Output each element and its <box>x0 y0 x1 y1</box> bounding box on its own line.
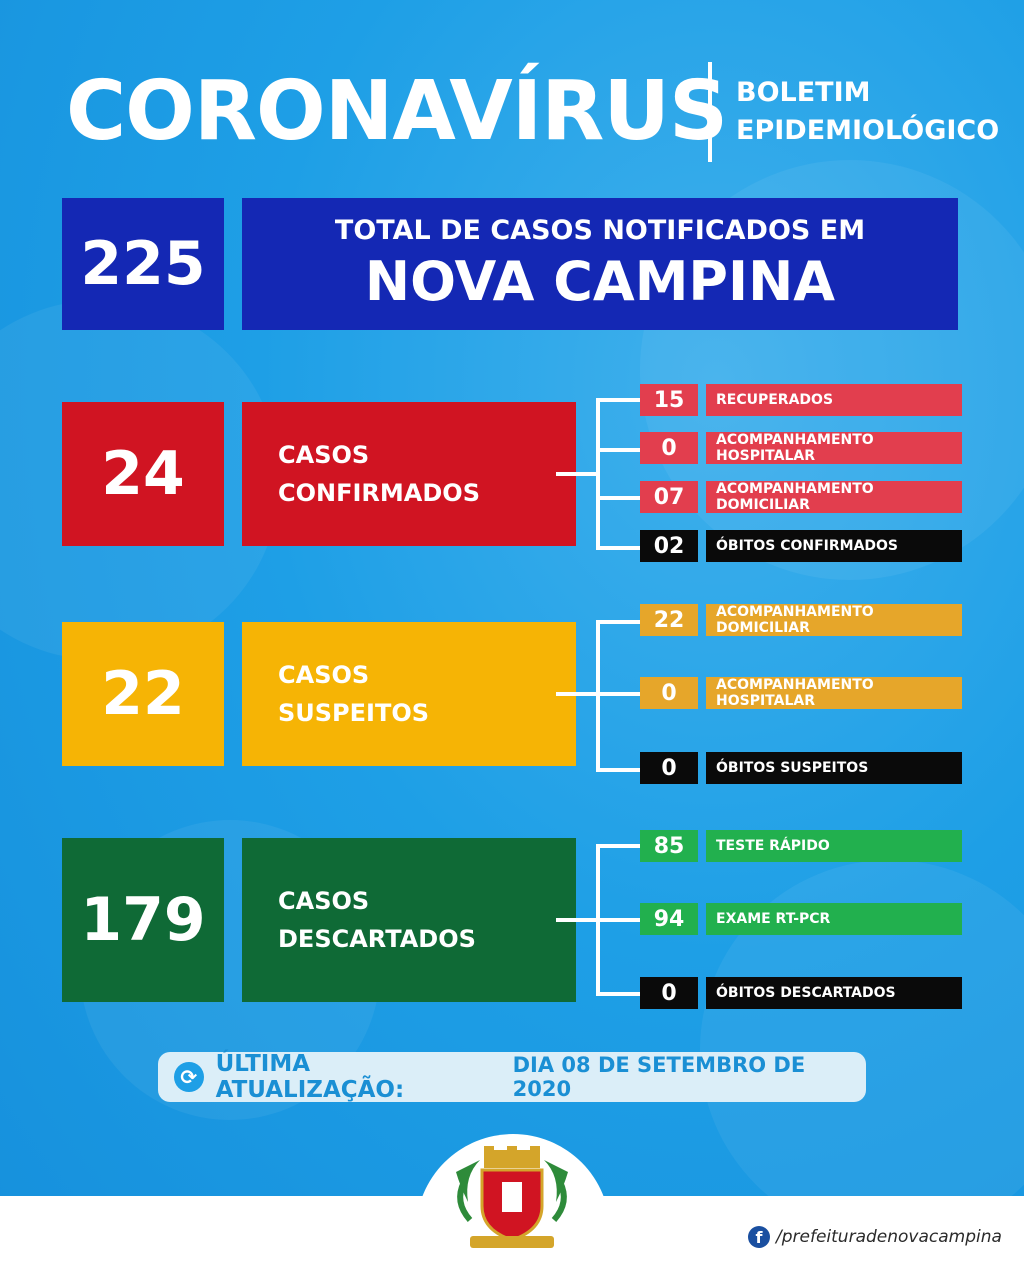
suspected-label-line1: CASOS <box>278 661 370 689</box>
discarded-deaths-value: 0 <box>640 977 698 1009</box>
bracket-arm <box>596 496 640 500</box>
bracket-line <box>596 398 600 550</box>
suspected-value: 22 <box>101 659 185 729</box>
bracket-arm <box>596 546 640 550</box>
subtitle-line2: EPIDEMIOLÓGICO <box>736 115 1000 146</box>
last-update-date: DIA 08 DE SETEMBRO DE 2020 <box>512 1053 806 1101</box>
bracket-connector <box>556 472 598 476</box>
total-value-box: 225 <box>62 198 224 330</box>
subtitle-line1: BOLETIM <box>736 77 871 108</box>
last-update-label: ÚLTIMA ATUALIZAÇÃO: <box>215 1051 405 1103</box>
confirmed-value: 24 <box>101 439 185 509</box>
rapid-test-label: TESTE RÁPIDO <box>706 830 962 862</box>
bracket-connector <box>556 918 598 922</box>
crest-banner <box>470 1236 554 1248</box>
confirmed-label-line1: CASOS <box>278 441 370 469</box>
confirmed-deaths-value: 02 <box>640 530 698 562</box>
social-handle[interactable]: f /prefeituradenovacampina <box>748 1226 1002 1248</box>
confirmed-deaths-label: ÓBITOS CONFIRMADOS <box>706 530 962 562</box>
facebook-icon: f <box>748 1226 770 1248</box>
bracket-arm <box>596 918 640 922</box>
crest-emblem <box>502 1182 522 1212</box>
last-update-bar: ⟳ ÚLTIMA ATUALIZAÇÃO: DIA 08 DE SETEMBRO… <box>158 1051 866 1103</box>
confirmed-home-label: ACOMPANHAMENTO DOMICILIAR <box>706 481 962 513</box>
crest-branch-right <box>551 1180 567 1222</box>
bracket-arm <box>596 398 640 402</box>
crest-branch-left <box>457 1180 473 1222</box>
suspected-hospital-label: ACOMPANHAMENTO HOSPITALAR <box>706 677 962 709</box>
confirmed-hospital-value: 0 <box>640 432 698 464</box>
crest-crown-tower <box>507 1146 517 1154</box>
crest-crown-tower <box>530 1146 540 1154</box>
discarded-value: 179 <box>80 885 206 955</box>
refresh-icon: ⟳ <box>174 1062 204 1092</box>
rapid-test-value: 85 <box>640 830 698 862</box>
discarded-label-line2: DESCARTADOS <box>278 925 476 953</box>
bracket-arm <box>596 620 640 624</box>
recovered-label: RECUPERADOS <box>706 384 962 416</box>
rtpcr-label: EXAME RT-PCR <box>706 903 962 935</box>
bracket-arm <box>596 992 640 996</box>
confirmed-label-line2: CONFIRMADOS <box>278 479 480 507</box>
recovered-value: 15 <box>640 384 698 416</box>
confirmed-home-value: 07 <box>640 481 698 513</box>
bracket-line <box>596 620 600 772</box>
bracket-arm <box>596 768 640 772</box>
suspected-home-label: ACOMPANHAMENTO DOMICILIAR <box>706 604 962 636</box>
suspected-home-value: 22 <box>640 604 698 636</box>
title-divider <box>708 62 712 162</box>
municipal-crest-icon <box>456 1146 568 1248</box>
total-label-box: TOTAL DE CASOS NOTIFICADOS EM NOVA CAMPI… <box>242 198 958 330</box>
crest-crown <box>484 1150 540 1168</box>
total-label-line2: NOVA CAMPINA <box>364 250 836 313</box>
total-label-line1: TOTAL DE CASOS NOTIFICADOS EM <box>334 215 866 246</box>
discarded-label-line1: CASOS <box>278 887 370 915</box>
subtitle: BOLETIM EPIDEMIOLÓGICO <box>736 74 999 150</box>
social-handle-text: /prefeituradenovacampina <box>776 1227 1002 1247</box>
total-value: 225 <box>80 229 206 299</box>
suspected-hospital-value: 0 <box>640 677 698 709</box>
rtpcr-value: 94 <box>640 903 698 935</box>
bracket-connector <box>556 692 598 696</box>
crest-crown-tower <box>484 1146 494 1154</box>
suspected-value-box: 22 <box>62 622 224 766</box>
discarded-deaths-label: ÓBITOS DESCARTADOS <box>706 977 962 1009</box>
bracket-arm <box>596 692 640 696</box>
confirmed-label-box: CASOS CONFIRMADOS <box>242 402 576 546</box>
crest-leaf-right <box>544 1160 568 1202</box>
crest-leaf-left <box>456 1160 480 1202</box>
bracket-arm <box>596 844 640 848</box>
confirmed-hospital-label: ACOMPANHAMENTO HOSPITALAR <box>706 432 962 464</box>
suspected-deaths-label: ÓBITOS SUSPEITOS <box>706 752 962 784</box>
discarded-label-box: CASOS DESCARTADOS <box>242 838 576 1002</box>
discarded-value-box: 179 <box>62 838 224 1002</box>
page-title: CORONAVÍRUS <box>66 64 728 159</box>
bracket-arm <box>596 448 640 452</box>
confirmed-value-box: 24 <box>62 402 224 546</box>
suspected-label-line2: SUSPEITOS <box>278 699 430 727</box>
suspected-deaths-value: 0 <box>640 752 698 784</box>
suspected-label-box: CASOS SUSPEITOS <box>242 622 576 766</box>
